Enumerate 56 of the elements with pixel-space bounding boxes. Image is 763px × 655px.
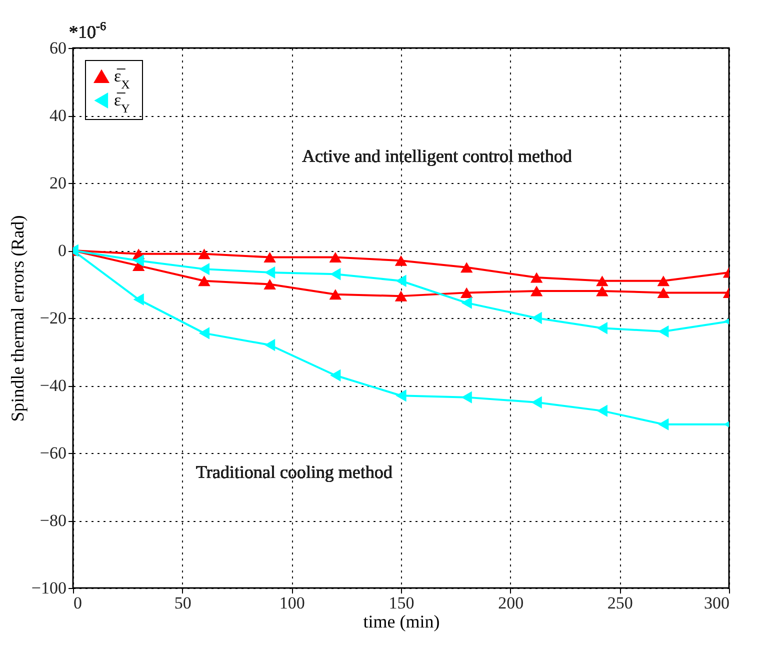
- point: [658, 418, 669, 430]
- point: [264, 278, 276, 290]
- point: [657, 276, 670, 286]
- x-tick-label: 100: [279, 594, 305, 612]
- annotation: Traditional cooling method: [196, 462, 392, 482]
- point: [264, 338, 276, 352]
- point: [596, 286, 608, 296]
- y-tick-label: 40: [50, 106, 66, 125]
- point: [530, 272, 543, 283]
- point: [198, 262, 210, 276]
- point: [657, 287, 670, 298]
- legend-label: ε̅$_{X}$: [114, 66, 130, 92]
- point: [596, 322, 608, 334]
- point: [330, 268, 341, 280]
- point: [396, 390, 406, 402]
- annotation: Active and intelligent control method: [302, 146, 572, 166]
- point: [530, 286, 543, 296]
- point: [460, 262, 473, 273]
- point: [531, 312, 542, 324]
- point: [596, 276, 608, 286]
- point: [461, 296, 472, 309]
- point: [394, 255, 408, 266]
- y-tick-label: −80: [40, 511, 66, 530]
- y-tick-label: −100: [31, 578, 66, 598]
- y-tick-label: −60: [40, 444, 66, 462]
- point: [198, 327, 210, 340]
- x-tick-label: 150: [388, 594, 414, 612]
- y-axis-title: Spindle thermal errors (Rad): [7, 215, 28, 422]
- y-tick-label: 20: [50, 174, 66, 192]
- y-tick-label: 60: [50, 38, 66, 58]
- point: [394, 290, 408, 302]
- y-tick-label: 0: [58, 241, 66, 260]
- legend-label: ε̅$_{Y}$: [114, 90, 130, 116]
- x-axis-title: time (min): [363, 612, 440, 632]
- point: [264, 252, 276, 263]
- x-tick-label: 250: [607, 594, 633, 612]
- x-tick-label: 0: [74, 594, 82, 612]
- point: [329, 289, 342, 300]
- x-tick-label: 200: [498, 594, 524, 612]
- x-tick-label: 50: [174, 594, 192, 612]
- point: [133, 254, 144, 267]
- point: [461, 391, 472, 404]
- y-tick-label: −40: [40, 376, 66, 395]
- point: [460, 287, 473, 298]
- point: [329, 252, 342, 263]
- y-tick-label: −20: [40, 308, 66, 328]
- point: [596, 404, 608, 417]
- point: [198, 276, 210, 286]
- point: [330, 369, 341, 382]
- point: [133, 293, 144, 306]
- point: [396, 274, 406, 287]
- point: [658, 325, 669, 338]
- point: [264, 266, 276, 279]
- x-tick-label: 300: [704, 594, 730, 612]
- point: [198, 248, 210, 260]
- point: [531, 396, 542, 408]
